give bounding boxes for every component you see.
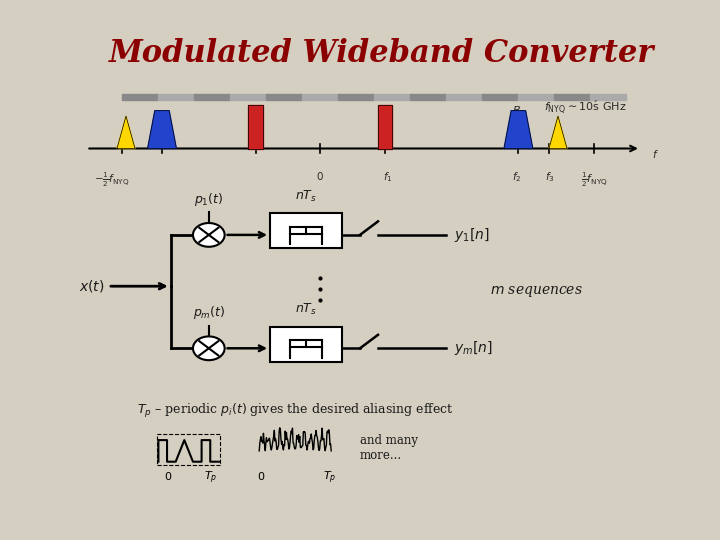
Text: $f$: $f$: [652, 148, 659, 160]
Text: $\frac{1}{2}f_{\mathrm{NYQ}}$: $\frac{1}{2}f_{\mathrm{NYQ}}$: [580, 170, 608, 188]
Bar: [482, 94, 518, 100]
Text: and many
more...: and many more...: [360, 434, 418, 462]
Bar: [157, 434, 220, 465]
Polygon shape: [504, 111, 533, 148]
Text: $y_m[n]$: $y_m[n]$: [454, 339, 492, 357]
Text: $f_{\mathrm{NYQ}} \sim 10\mathrm{\'s~GHz}$: $f_{\mathrm{NYQ}} \sim 10\mathrm{\'s~GHz…: [544, 99, 626, 116]
Bar: [194, 94, 230, 100]
Text: $f_2$: $f_2$: [512, 170, 522, 184]
Text: $T_p$: $T_p$: [204, 470, 217, 486]
Circle shape: [193, 336, 225, 360]
Text: $0$: $0$: [317, 170, 324, 182]
Text: $0$: $0$: [257, 470, 266, 482]
Text: $nT_s$: $nT_s$: [295, 302, 317, 317]
Bar: [410, 94, 446, 100]
Text: $-\frac{1}{2}f_{\mathrm{NYQ}}$: $-\frac{1}{2}f_{\mathrm{NYQ}}$: [94, 170, 130, 188]
Text: $\frac{1}{2T_s}$: $\frac{1}{2T_s}$: [300, 338, 312, 357]
Bar: [270, 327, 342, 362]
Bar: [518, 94, 554, 100]
Bar: [338, 94, 374, 100]
Bar: [374, 94, 410, 100]
Text: $m$ sequences: $m$ sequences: [490, 284, 582, 299]
Text: $p_1(t)$: $p_1(t)$: [194, 191, 223, 208]
Text: $\frac{1}{2T_s}$: $\frac{1}{2T_s}$: [300, 225, 312, 244]
Bar: [302, 94, 338, 100]
Bar: [230, 94, 266, 100]
Text: $f_1$: $f_1$: [382, 170, 392, 184]
Text: $B$: $B$: [513, 104, 521, 116]
Text: Modulated Wideband Converter: Modulated Wideband Converter: [109, 38, 654, 69]
Bar: [554, 94, 590, 100]
Polygon shape: [148, 111, 176, 148]
Polygon shape: [248, 105, 263, 148]
Text: $p_m(t)$: $p_m(t)$: [192, 305, 225, 321]
Text: $T_p$ – periodic $p_i(t)$ gives the desired aliasing effect: $T_p$ – periodic $p_i(t)$ gives the desi…: [137, 402, 454, 420]
Bar: [158, 94, 194, 100]
Text: $f_3$: $f_3$: [544, 170, 554, 184]
Bar: [270, 213, 342, 248]
Circle shape: [193, 223, 225, 247]
Bar: [446, 94, 482, 100]
Polygon shape: [378, 105, 392, 148]
Text: $0$: $0$: [163, 470, 172, 482]
Text: $x(t)$: $x(t)$: [78, 278, 104, 294]
Bar: [590, 94, 626, 100]
Polygon shape: [549, 116, 567, 148]
Polygon shape: [117, 116, 135, 148]
Bar: [266, 94, 302, 100]
Bar: [122, 94, 158, 100]
Text: $y_1[n]$: $y_1[n]$: [454, 226, 490, 244]
Text: $T_p$: $T_p$: [323, 470, 336, 486]
Text: $nT_s$: $nT_s$: [295, 188, 317, 204]
